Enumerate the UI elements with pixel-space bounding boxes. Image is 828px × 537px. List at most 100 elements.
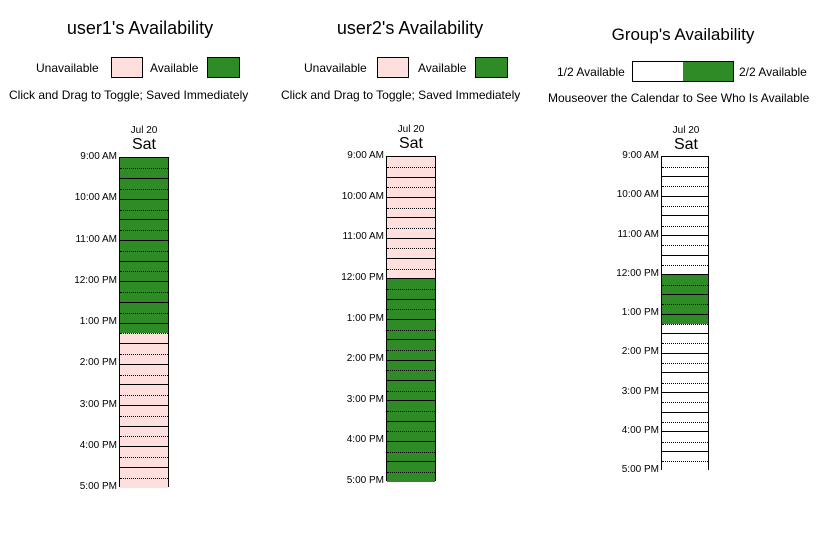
user1-time-slot[interactable] — [120, 384, 168, 396]
group-time-slot[interactable] — [662, 392, 708, 403]
user1-time-slot[interactable] — [120, 209, 168, 220]
user2-time-slot[interactable] — [387, 349, 435, 361]
user2-time-slot[interactable] — [387, 421, 435, 432]
group-time-slot[interactable] — [662, 284, 708, 295]
group-time-slot[interactable] — [662, 323, 708, 334]
user2-time-slot[interactable] — [387, 410, 435, 422]
group-time-slot[interactable] — [662, 157, 708, 167]
group-time-slot[interactable] — [662, 333, 708, 344]
user1-time-slot[interactable] — [120, 188, 168, 200]
user2-time-slot[interactable] — [387, 187, 435, 198]
user2-time-slot[interactable] — [387, 390, 435, 401]
user1-time-slot[interactable] — [120, 323, 168, 334]
user2-time-slot[interactable] — [387, 299, 435, 310]
user2-time-slot[interactable] — [387, 207, 435, 218]
group-time-slot[interactable] — [662, 215, 708, 226]
user1-time-slot[interactable] — [120, 436, 168, 447]
user2-time-slot[interactable] — [387, 400, 435, 411]
user1-availability-grid[interactable] — [119, 157, 169, 488]
user2-time-slot[interactable] — [387, 339, 435, 350]
user2-time-slot[interactable] — [387, 268, 435, 279]
group-time-slot[interactable] — [662, 225, 708, 236]
group-time-slot[interactable] — [662, 343, 708, 354]
user1-time-slot[interactable] — [120, 312, 168, 323]
user1-time-slot[interactable] — [120, 199, 168, 210]
group-time-slot[interactable] — [662, 255, 708, 265]
group-time-slot[interactable] — [662, 274, 708, 285]
group-time-slot[interactable] — [662, 363, 708, 373]
user2-time-slot[interactable] — [387, 167, 435, 178]
user1-time-slot[interactable] — [120, 374, 168, 385]
group-time-slot[interactable] — [662, 304, 708, 314]
group-time-slot[interactable] — [662, 431, 708, 442]
group-time-slot[interactable] — [662, 382, 708, 393]
user2-time-slot[interactable] — [387, 360, 435, 371]
group-time-slot[interactable] — [662, 206, 708, 216]
group-time-slot[interactable] — [662, 421, 708, 432]
user2-time-slot[interactable] — [387, 329, 435, 340]
user2-time-slot[interactable] — [387, 157, 435, 168]
user1-time-slot[interactable] — [120, 230, 168, 241]
user2-time-slot[interactable] — [387, 380, 435, 391]
user1-time-slot[interactable] — [120, 467, 168, 478]
group-time-slot[interactable] — [662, 166, 708, 177]
user1-time-slot[interactable] — [120, 405, 168, 416]
user1-time-slot[interactable] — [120, 219, 168, 231]
group-time-slot[interactable] — [662, 412, 708, 422]
group-time-slot[interactable] — [662, 196, 708, 207]
user2-time-slot[interactable] — [387, 238, 435, 249]
user2-time-slot[interactable] — [387, 319, 435, 330]
group-time-slot[interactable] — [662, 245, 708, 256]
user2-time-slot[interactable] — [387, 278, 435, 290]
user2-time-slot[interactable] — [387, 471, 435, 482]
group-time-slot[interactable] — [662, 451, 708, 462]
group-time-slot[interactable] — [662, 186, 708, 197]
user2-time-slot[interactable] — [387, 177, 435, 188]
user2-time-slot[interactable] — [387, 197, 435, 208]
user1-time-slot[interactable] — [120, 240, 168, 251]
group-time-slot[interactable] — [662, 235, 708, 246]
group-time-slot[interactable] — [662, 461, 708, 471]
user1-time-slot[interactable] — [120, 250, 168, 262]
user2-time-slot[interactable] — [387, 289, 435, 300]
user2-time-slot[interactable] — [387, 431, 435, 442]
user1-time-slot[interactable] — [120, 477, 168, 488]
user1-hour-line — [120, 281, 168, 283]
group-time-slot[interactable] — [662, 402, 708, 413]
user2-time-slot[interactable] — [387, 248, 435, 259]
user1-time-slot[interactable] — [120, 168, 168, 179]
user1-time-slot[interactable] — [120, 271, 168, 282]
user1-time-slot[interactable] — [120, 353, 168, 365]
user1-time-slot[interactable] — [120, 292, 168, 303]
group-time-slot[interactable] — [662, 372, 708, 383]
user2-time-slot[interactable] — [387, 309, 435, 320]
user2-time-slot[interactable] — [387, 228, 435, 239]
user1-time-slot[interactable] — [120, 261, 168, 272]
user1-time-slot[interactable] — [120, 446, 168, 458]
user1-time-slot[interactable] — [120, 364, 168, 375]
user2-time-slot[interactable] — [387, 370, 435, 381]
user1-time-slot[interactable] — [120, 395, 168, 406]
user1-time-slot[interactable] — [120, 415, 168, 427]
group-time-slot[interactable] — [662, 294, 708, 305]
user1-time-slot[interactable] — [120, 178, 168, 189]
group-time-slot[interactable] — [662, 176, 708, 187]
user2-time-slot[interactable] — [387, 441, 435, 452]
user1-time-slot[interactable] — [120, 426, 168, 437]
user1-time-slot[interactable] — [120, 333, 168, 344]
user2-availability-grid[interactable] — [386, 156, 436, 482]
group-time-slot[interactable] — [662, 353, 708, 364]
user1-time-slot[interactable] — [120, 281, 168, 293]
group-time-slot[interactable] — [662, 441, 708, 452]
user1-time-slot[interactable] — [120, 343, 168, 354]
user2-time-slot[interactable] — [387, 217, 435, 229]
user2-time-slot[interactable] — [387, 461, 435, 472]
group-availability-grid[interactable] — [661, 156, 709, 471]
user1-time-slot[interactable] — [120, 302, 168, 313]
user1-time-slot[interactable] — [120, 158, 168, 169]
user2-time-slot[interactable] — [387, 258, 435, 269]
group-time-slot[interactable] — [662, 264, 708, 275]
user2-time-slot[interactable] — [387, 451, 435, 462]
user1-time-slot[interactable] — [120, 457, 168, 468]
group-time-slot[interactable] — [662, 314, 708, 324]
